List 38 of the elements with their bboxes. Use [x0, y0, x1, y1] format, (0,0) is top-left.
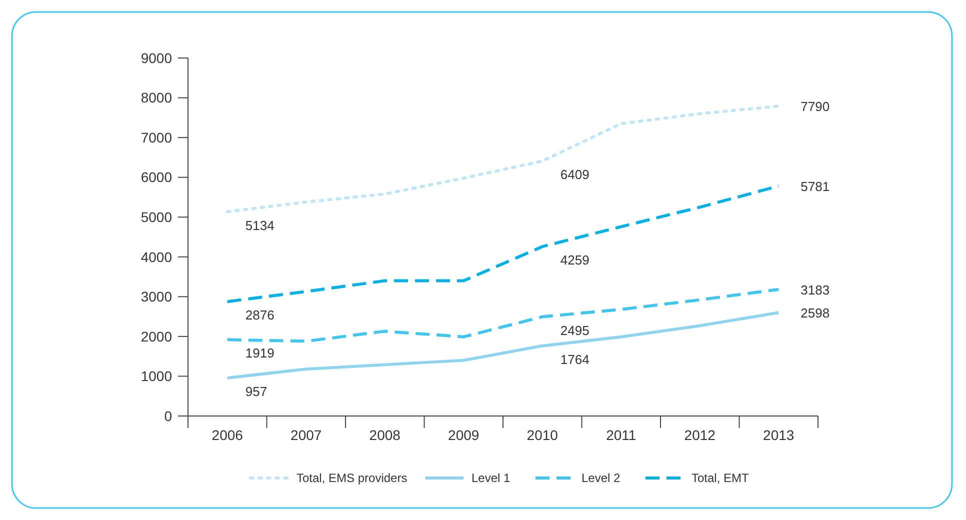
y-tick-label: 4000 [140, 248, 172, 265]
y-tick-label: 1000 [140, 368, 172, 384]
line-series [226, 311, 780, 380]
x-tick-label: 2012 [684, 427, 716, 443]
y-tick-label: 0 [164, 408, 172, 424]
data-label: 6409 [560, 167, 590, 182]
x-tick-label: 2011 [606, 427, 636, 443]
y-tick-label: 3000 [140, 288, 172, 305]
line-series [226, 184, 780, 304]
data-label: 7790 [800, 99, 830, 114]
y-tick-label: 7000 [140, 129, 172, 146]
data-label: 2876 [245, 308, 274, 323]
line-series [226, 288, 780, 343]
legend-label: Level 1 [472, 471, 511, 486]
legend-label: Total, EMT [692, 471, 750, 486]
data-label: 2495 [560, 322, 590, 338]
data-label: 1919 [245, 346, 274, 361]
x-tick-label: 2008 [369, 427, 401, 443]
data-label: 957 [245, 384, 268, 399]
data-label: 2598 [800, 306, 830, 321]
x-tick-label: 2010 [526, 427, 558, 443]
line-series [226, 104, 780, 214]
data-label: 5781 [800, 179, 830, 194]
y-tick-label: 8000 [140, 90, 172, 106]
y-tick-label: 9000 [140, 50, 172, 66]
x-tick-label: 2009 [448, 427, 480, 443]
data-label: 3183 [800, 282, 830, 298]
x-tick-label: 2013 [763, 427, 794, 443]
legend-label: Level 2 [582, 471, 621, 486]
y-tick-label: 5000 [140, 209, 172, 226]
x-tick-label: 2006 [212, 427, 244, 443]
x-tick-label: 2007 [290, 427, 322, 443]
y-tick-label: 2000 [140, 328, 172, 344]
data-label: 1764 [560, 352, 590, 367]
data-label: 4259 [560, 252, 590, 268]
y-tick-label: 6000 [140, 169, 172, 186]
legend-label: Total, EMS providers [296, 471, 408, 486]
data-label: 5134 [245, 218, 274, 233]
